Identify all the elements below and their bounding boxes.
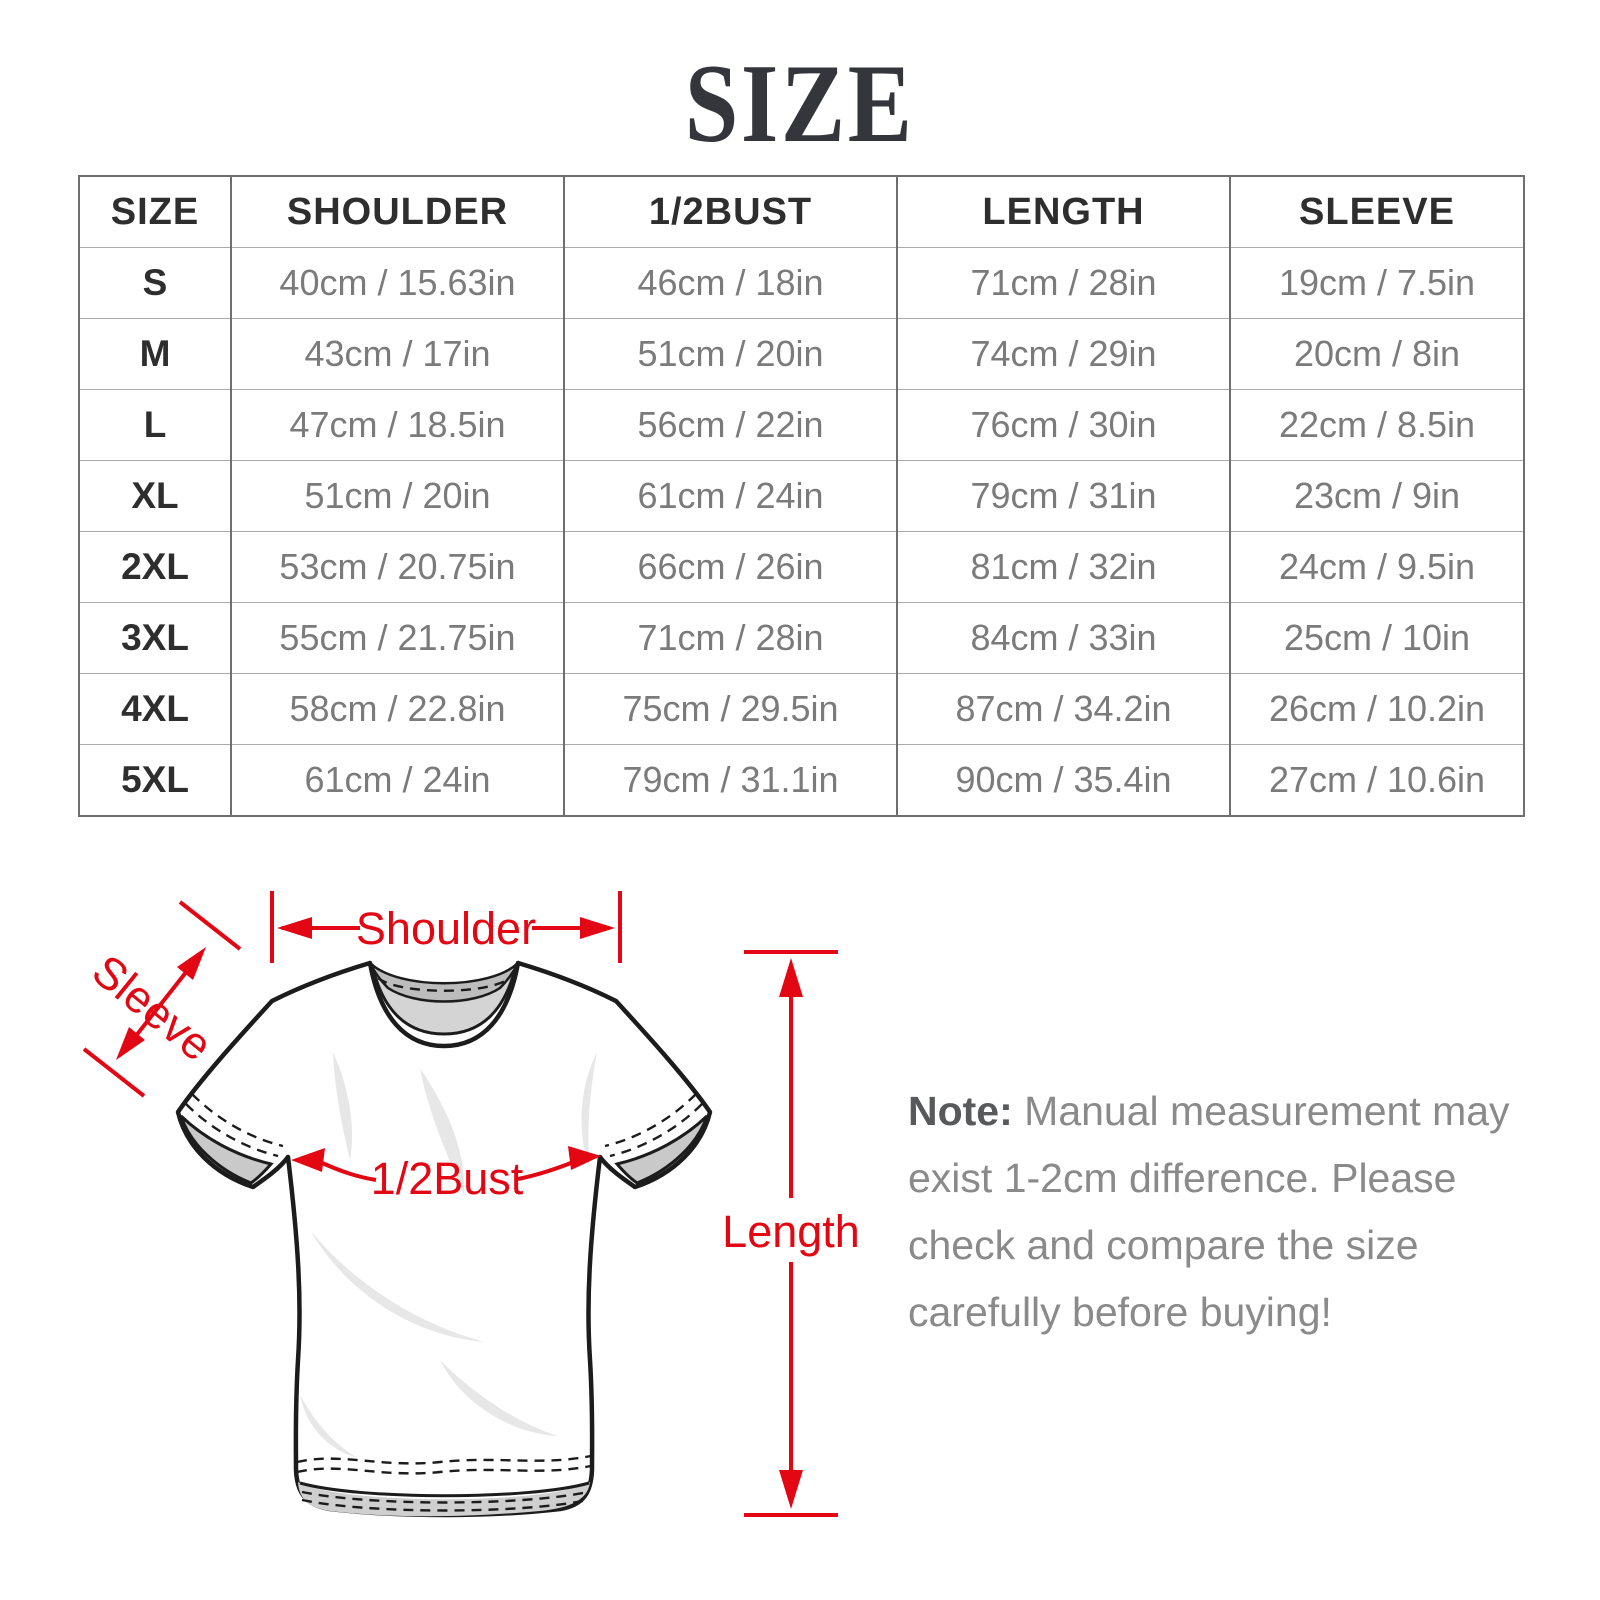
size-cell: XL	[78, 460, 232, 532]
tshirt-measurement-diagram: Shoulder Sleeve 1/2Bust Length	[82, 891, 860, 1518]
column-header-sleeve: SLEEVE	[1229, 175, 1525, 248]
table-cell: 87cm / 34.2in	[896, 673, 1231, 745]
sleeve-label: Sleeve	[83, 944, 222, 1070]
size-cell: 5XL	[78, 744, 232, 817]
table-cell: 51cm / 20in	[563, 318, 898, 390]
size-cell: S	[78, 247, 232, 319]
column-header-length: LENGTH	[896, 175, 1231, 248]
size-cell: 2XL	[78, 531, 232, 603]
table-cell: 26cm / 10.2in	[1229, 673, 1525, 745]
hem	[296, 1454, 592, 1517]
table-cell: 61cm / 24in	[563, 460, 898, 532]
column-header-bust: 1/2BUST	[563, 175, 898, 248]
table-cell: 79cm / 31in	[896, 460, 1231, 532]
table-cell: 79cm / 31.1in	[563, 744, 898, 817]
column-header-size: SIZE	[78, 175, 232, 248]
table-cell: 25cm / 10in	[1229, 602, 1525, 674]
table-cell: 55cm / 21.75in	[230, 602, 565, 674]
size-cell: L	[78, 389, 232, 461]
size-cell: 4XL	[78, 673, 232, 745]
page-title: SIZE	[685, 42, 915, 166]
table-row: XL 51cm / 20in 61cm / 24in 79cm / 31in 23cm …	[78, 460, 1525, 532]
note-line: check and compare the size	[908, 1222, 1419, 1268]
shoulder-measure-arrow: Shoulder	[270, 891, 622, 963]
table-cell: 58cm / 22.8in	[230, 673, 565, 745]
table-row: 3XL 55cm / 21.75in 71cm / 28in 84cm / 33in 2…	[78, 602, 1525, 674]
table-cell: 23cm / 9in	[1229, 460, 1525, 532]
collar-rib-band	[368, 962, 520, 1003]
note-text-1: Manual measurement may	[1024, 1088, 1510, 1134]
tshirt-body-outline	[175, 960, 713, 1518]
table-cell: 40cm / 15.63in	[230, 247, 565, 319]
table-row: M 43cm / 17in 51cm / 20in 74cm / 29in 20cm /…	[78, 318, 1525, 390]
right-cuff	[604, 1093, 709, 1185]
table-row: 5XL 61cm / 24in 79cm / 31.1in 90cm / 35.4in…	[78, 744, 1525, 817]
table-row: L 47cm / 18.5in 56cm / 22in 76cm / 30in 22cm…	[78, 389, 1525, 461]
table-cell: 71cm / 28in	[896, 247, 1231, 319]
bust-measure-arrow: 1/2Bust	[291, 1146, 601, 1204]
collar	[368, 960, 520, 1036]
table-cell: 56cm / 22in	[563, 389, 898, 461]
size-table: SIZE SHOULDER 1/2BUST LENGTH SLEEVE S 40c…	[78, 175, 1525, 817]
table-cell: 27cm / 10.6in	[1229, 744, 1525, 817]
table-cell: 51cm / 20in	[230, 460, 565, 532]
table-cell: 61cm / 24in	[230, 744, 565, 817]
collar-stitching	[377, 977, 511, 992]
table-cell: 75cm / 29.5in	[563, 673, 898, 745]
table-cell: 20cm / 8in	[1229, 318, 1525, 390]
table-cell: 76cm / 30in	[896, 389, 1231, 461]
note-line: Note: Manual measurement may	[908, 1078, 1518, 1145]
table-row: 2XL 53cm / 20.75in 66cm / 26in 81cm / 32in 2…	[78, 531, 1525, 603]
table-cell: 22cm / 8.5in	[1229, 389, 1525, 461]
measurement-note: Note: Manual measurement may exist 1-2cm…	[908, 1078, 1518, 1346]
table-cell: 43cm / 17in	[230, 318, 565, 390]
size-table-header: SIZE SHOULDER 1/2BUST LENGTH SLEEVE	[78, 175, 1525, 248]
table-cell: 81cm / 32in	[896, 531, 1231, 603]
left-cuff	[179, 1093, 284, 1185]
shoulder-label: Shoulder	[356, 903, 536, 954]
size-cell: M	[78, 318, 232, 390]
table-cell: 84cm / 33in	[896, 602, 1231, 674]
table-row: 4XL 58cm / 22.8in 75cm / 29.5in 87cm / 34.2…	[78, 673, 1525, 745]
column-header-shoulder: SHOULDER	[230, 175, 565, 248]
table-cell: 46cm / 18in	[563, 247, 898, 319]
length-label: Length	[722, 1206, 860, 1257]
bust-label: 1/2Bust	[371, 1153, 524, 1204]
table-cell: 19cm / 7.5in	[1229, 247, 1525, 319]
table-cell: 74cm / 29in	[896, 318, 1231, 390]
table-cell: 71cm / 28in	[563, 602, 898, 674]
fabric-wrinkles	[300, 1052, 597, 1458]
table-cell: 24cm / 9.5in	[1229, 531, 1525, 603]
note-line: carefully before buying!	[908, 1289, 1332, 1335]
table-cell: 66cm / 26in	[563, 531, 898, 603]
header-row: SIZE SHOULDER 1/2BUST LENGTH SLEEVE	[78, 175, 1525, 248]
note-line: exist 1-2cm difference. Please	[908, 1155, 1457, 1201]
table-cell: 47cm / 18.5in	[230, 389, 565, 461]
length-measure-arrow: Length	[722, 950, 860, 1517]
table-cell: 90cm / 35.4in	[896, 744, 1231, 817]
size-table-body: S 40cm / 15.63in 46cm / 18in 71cm / 28in 19c…	[78, 247, 1525, 817]
title-wrap: SIZE	[0, 48, 1600, 160]
table-row: S 40cm / 15.63in 46cm / 18in 71cm / 28in 19c…	[78, 247, 1525, 319]
note-label: Note:	[908, 1088, 1013, 1134]
table-cell: 53cm / 20.75in	[230, 531, 565, 603]
size-cell: 3XL	[78, 602, 232, 674]
